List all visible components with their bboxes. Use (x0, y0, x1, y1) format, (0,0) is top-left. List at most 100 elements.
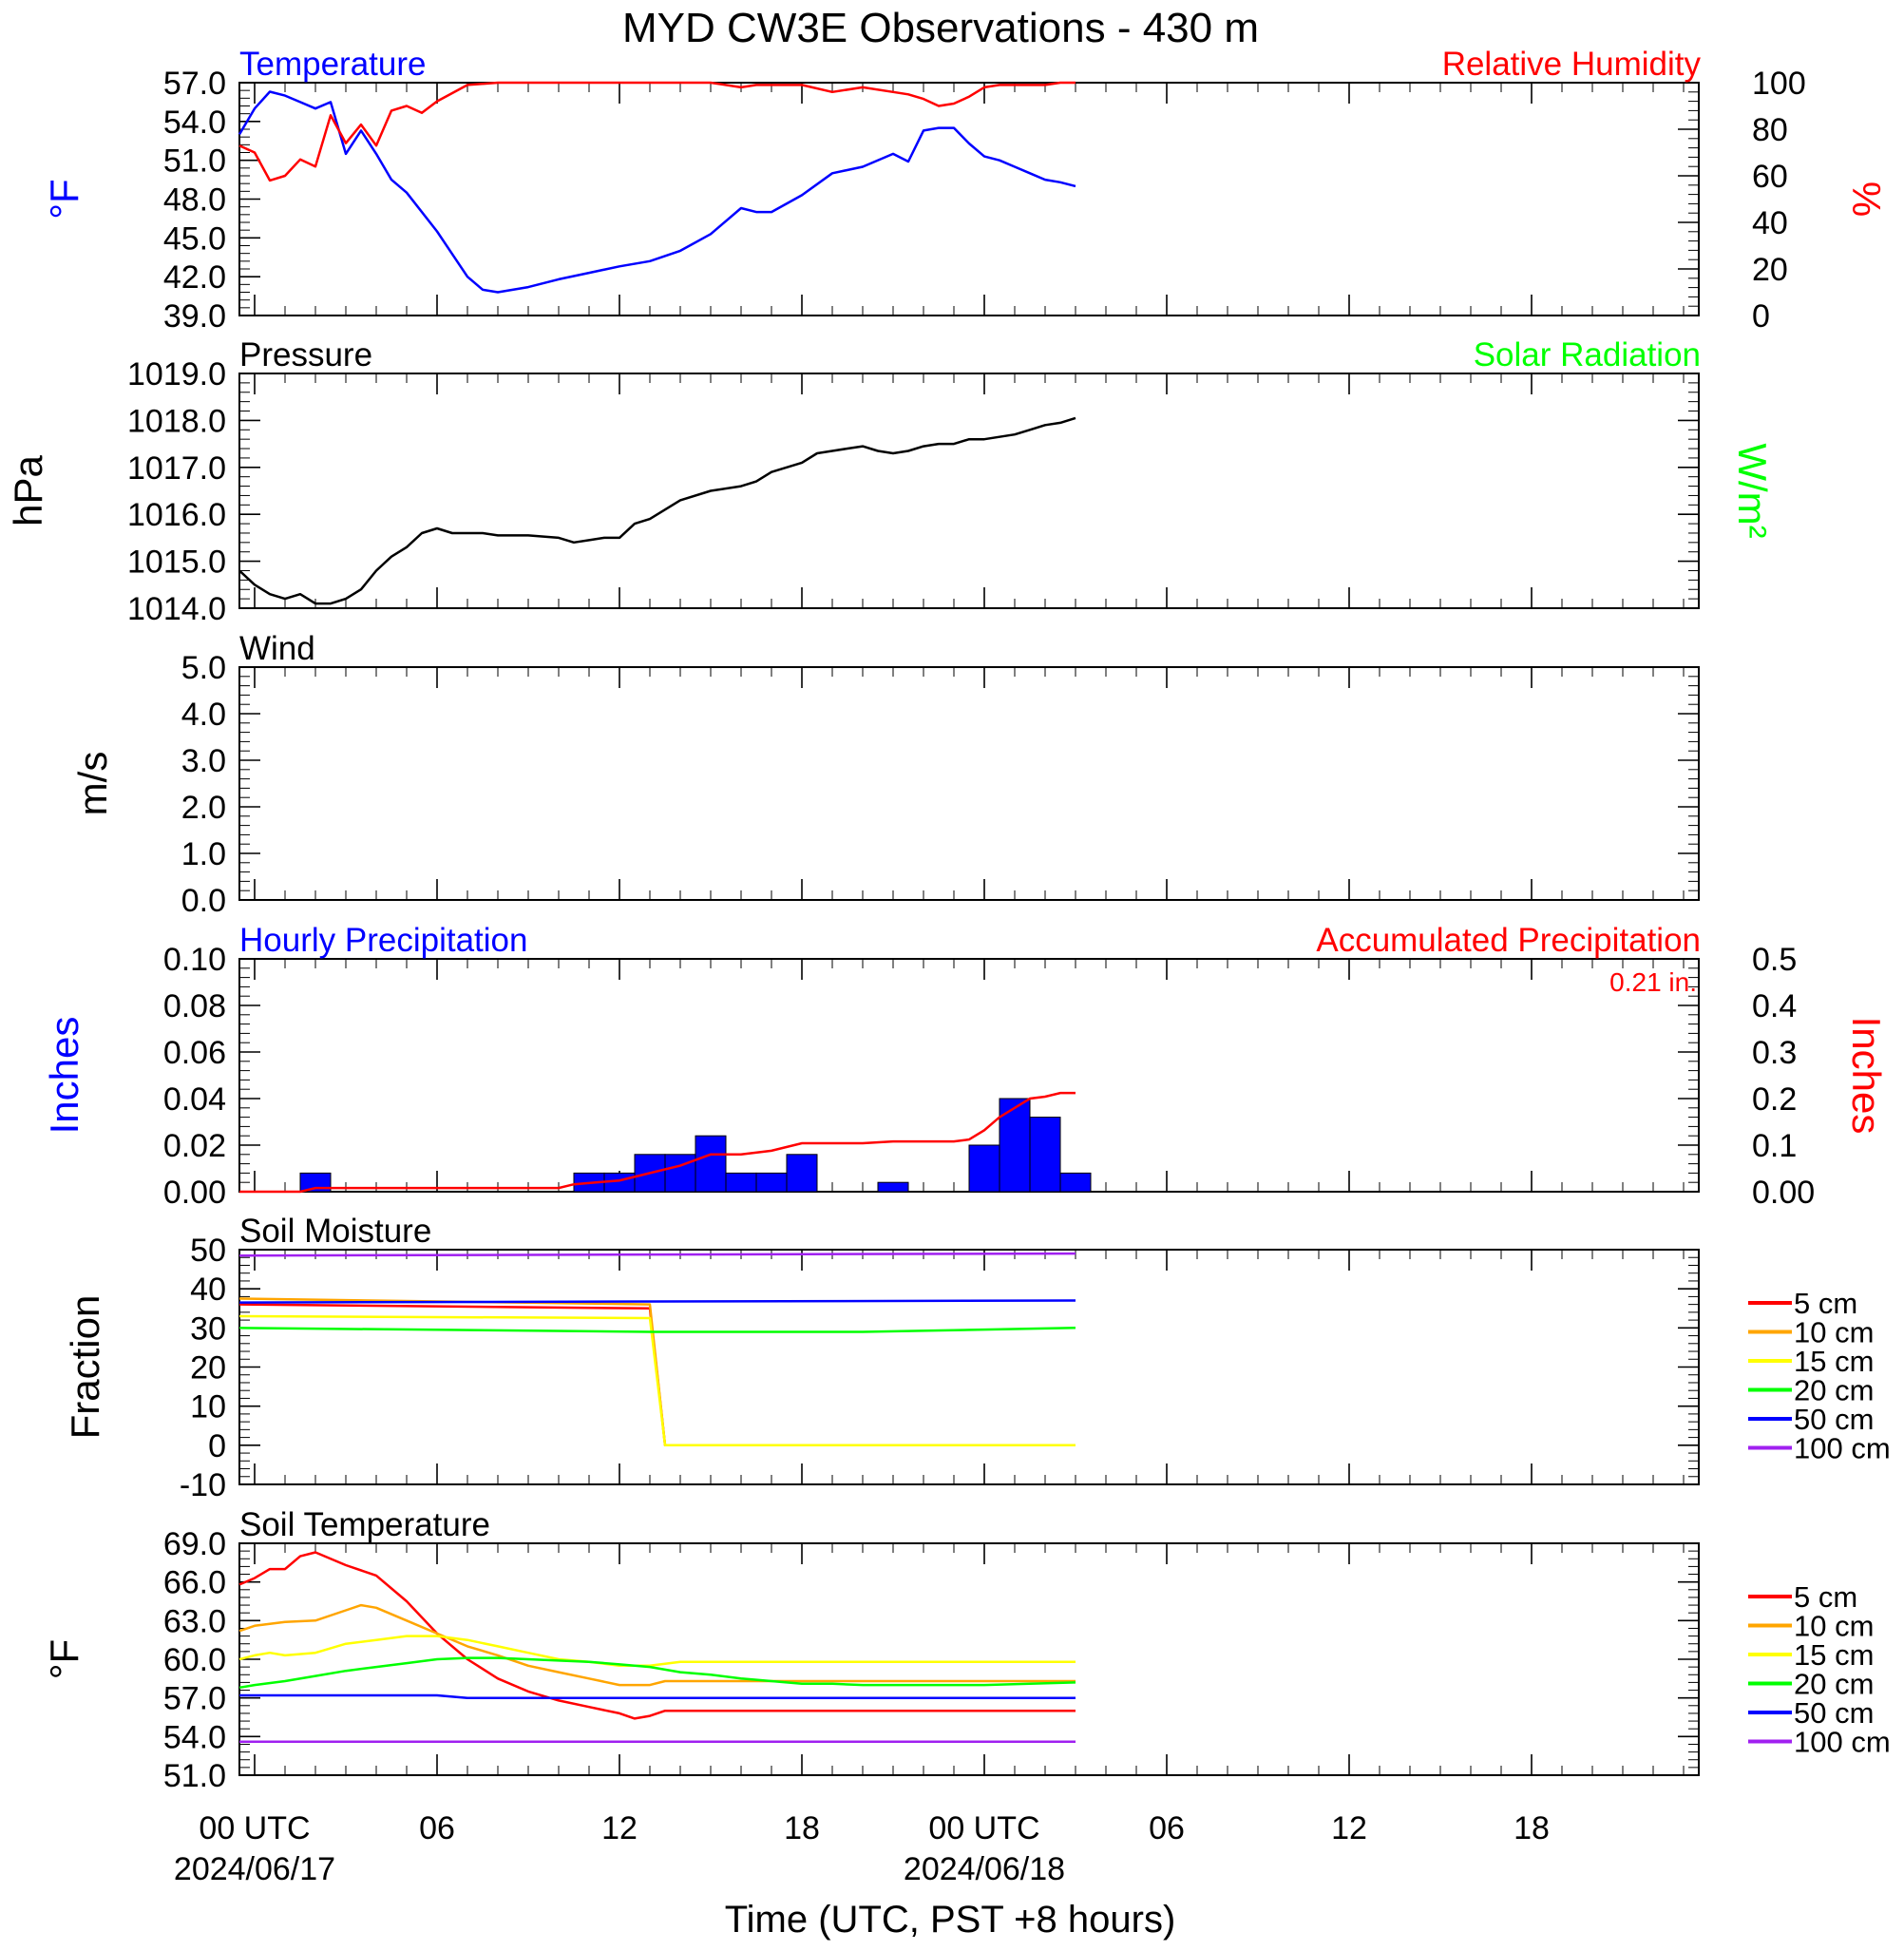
panel-title-left: Wind (239, 630, 315, 667)
panel-title-left: Temperature (239, 46, 426, 83)
x-axis-tick-labels: 00 UTC 2024/06/17 06 12 18 00 UTC 2024/06/18 06… (174, 1810, 1550, 1887)
y-tick-label-right: 0.5 (1752, 942, 1797, 978)
y-axis-unit-right: % (1844, 182, 1889, 217)
legend-entry: 100 cm (1794, 1726, 1891, 1759)
y-tick-label-left: 51.0 (163, 143, 226, 180)
legend-entry: 50 cm (1794, 1403, 1874, 1436)
series-line-20-cm (238, 1656, 1076, 1690)
y-tick-label-left: 30 (190, 1310, 226, 1347)
x-tick-label: 12 (601, 1810, 638, 1846)
hourly-precip-bar (1029, 1117, 1061, 1193)
hourly-precip-bar (877, 1181, 909, 1193)
legend-entry: 50 cm (1794, 1696, 1874, 1730)
legend-entry: 100 cm (1794, 1432, 1891, 1465)
y-tick-label-left: 40 (190, 1272, 226, 1308)
panel-frame (238, 373, 1700, 609)
y-tick-label-left: 1017.0 (127, 450, 226, 487)
panel-frame (238, 666, 1700, 901)
y-tick-label-left: 66.0 (163, 1565, 226, 1601)
hourly-precip-bar (755, 1172, 788, 1193)
series-line-5-cm (238, 1551, 1076, 1720)
legend-entry: 5 cm (1794, 1580, 1857, 1614)
y-tick-label-left: 42.0 (163, 259, 226, 296)
panel-title-right: Accumulated Precipitation (1316, 922, 1701, 959)
y-tick-label-left: 1018.0 (127, 403, 226, 439)
y-axis-unit-left: °F (42, 1639, 86, 1679)
series-line-10-cm (238, 1603, 1076, 1687)
hourly-precip-bar (999, 1098, 1031, 1193)
y-tick-label-left: 54.0 (163, 1719, 226, 1755)
series-line-50-cm (238, 1299, 1076, 1304)
y-tick-label-right: 0.3 (1752, 1035, 1797, 1071)
hourly-precip-bar (1059, 1172, 1092, 1193)
y-tick-label-left: 51.0 (163, 1758, 226, 1794)
y-tick-label-left: 10 (190, 1389, 226, 1425)
y-tick-label-left: 69.0 (163, 1526, 226, 1562)
y-tick-label-left: 0.0 (181, 883, 226, 919)
y-axis-unit-left: Inches (42, 1017, 86, 1135)
legend-entry: 5 cm (1794, 1287, 1857, 1320)
y-tick-label-right: 0.4 (1752, 988, 1797, 1024)
panel-title-left: Pressure (239, 336, 372, 373)
panel-soil_temp: 51.054.057.060.063.066.069.0 Soil Tempera… (42, 1506, 1891, 1794)
x-tick-label: 18 (784, 1810, 820, 1846)
y-axis-unit-left: m/s (70, 752, 115, 816)
x-tick-label: 06 (1149, 1810, 1185, 1846)
y-tick-label-left: 50 (190, 1233, 226, 1269)
series-line-15-cm (238, 1635, 1076, 1668)
y-tick-label-left: 0.10 (163, 942, 226, 978)
y-tick-label-left: 0 (208, 1428, 226, 1464)
legend-entry: 10 cm (1794, 1316, 1874, 1349)
legend-entry: 15 cm (1794, 1638, 1874, 1672)
x-axis-label: Time (UTC, PST +8 hours) (725, 1899, 1176, 1941)
y-tick-label-left: 0.06 (163, 1035, 226, 1071)
y-tick-label-left: 57.0 (163, 66, 226, 102)
x-tick-label: 00 UTC (199, 1810, 310, 1846)
panel-title-left: Hourly Precipitation (239, 922, 527, 959)
y-tick-label-left: -10 (180, 1467, 226, 1503)
series-line-20-cm (238, 1327, 1076, 1333)
panel-pressure: 1014.0 1015.0 1016.0 1017.0 1018.0 1019.0 Pres… (6, 336, 1775, 627)
series-line-50-cm (239, 1693, 1076, 1699)
accumulated-total-label: 0.21 in. (1609, 967, 1697, 997)
hourly-precip-bar (695, 1135, 727, 1193)
x-tick-label: 00 UTC (928, 1810, 1039, 1846)
y-tick-label-left: 60.0 (163, 1642, 226, 1678)
y-tick-label-right: 0 (1752, 298, 1770, 335)
y-tick-label-left: 20 (190, 1350, 226, 1387)
y-tick-label-left: 2.0 (181, 790, 226, 826)
y-tick-label-left: 1015.0 (127, 545, 226, 581)
panel-title-left: Soil Moisture (239, 1213, 431, 1250)
y-tick-label-right: 20 (1752, 252, 1788, 288)
y-tick-label-right: 60 (1752, 159, 1788, 195)
panel-precip: 0.00 0.02 0.04 0.06 0.08 0.10 0.00 0.1 0.2 0.3 0.4… (42, 922, 1889, 1211)
panel-wind: 0.0 1.0 2.0 3.0 4.0 5.0 Wind m/s (70, 630, 1700, 919)
series-line-15-cm (238, 1314, 1076, 1447)
y-tick-label-left: 1014.0 (127, 591, 226, 627)
panel-title-right: Solar Radiation (1474, 336, 1701, 373)
hourly-precip-bar (968, 1144, 1000, 1193)
y-tick-label-left: 63.0 (163, 1603, 226, 1639)
y-tick-label-left: 39.0 (163, 298, 226, 335)
y-tick-label-left: 1019.0 (127, 356, 226, 392)
legend-entry: 20 cm (1794, 1374, 1874, 1407)
legend-entry: 20 cm (1794, 1668, 1874, 1701)
x-tick-label: 06 (419, 1810, 455, 1846)
y-tick-label-left: 57.0 (163, 1681, 226, 1717)
y-tick-label-right: 100 (1752, 66, 1806, 102)
legend-entry: 10 cm (1794, 1610, 1874, 1643)
panel-title-left: Soil Temperature (239, 1506, 490, 1543)
y-axis-unit-right: Inches (1844, 1017, 1889, 1135)
y-tick-label-left: 3.0 (181, 743, 226, 779)
series-line-temperature (238, 90, 1076, 294)
y-tick-label-left: 1.0 (181, 836, 226, 872)
x-tick-date: 2024/06/17 (174, 1851, 335, 1887)
y-tick-label-right: 40 (1752, 205, 1788, 241)
x-tick-label: 18 (1514, 1810, 1550, 1846)
y-axis-unit-right: W/m² (1730, 443, 1775, 538)
x-tick-label: 12 (1331, 1810, 1367, 1846)
